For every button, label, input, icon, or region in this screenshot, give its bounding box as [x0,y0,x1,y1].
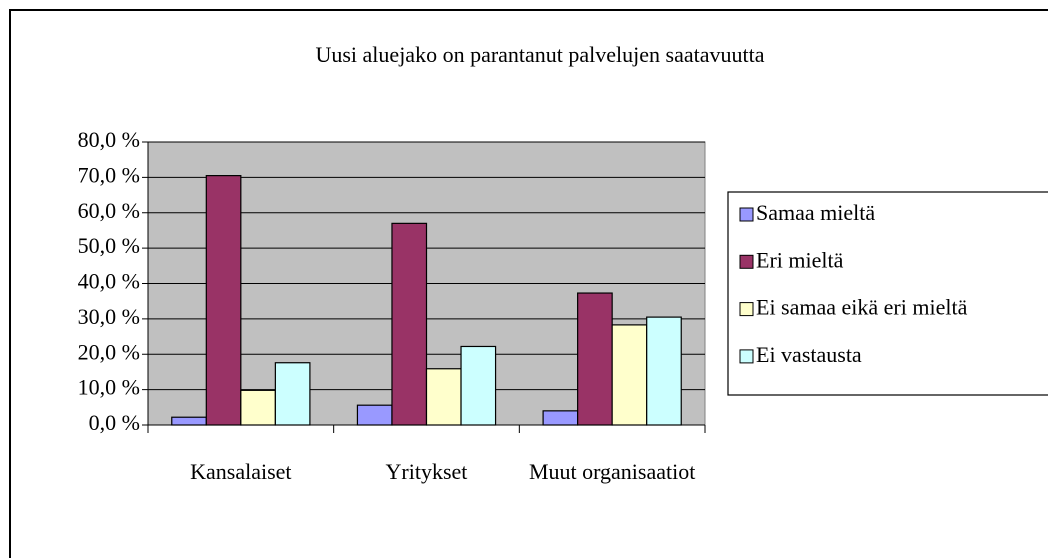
x-tick-label: Yritykset [385,459,468,484]
legend-swatch [739,302,754,317]
y-tick-label: 20,0 % [78,339,140,364]
bar [425,368,462,426]
legend-swatch [739,207,754,222]
y-tick-label: 30,0 % [78,304,140,329]
bar [274,362,311,426]
y-tick-label: 50,0 % [78,233,140,258]
x-tick-label: Muut organisaatiot [528,459,696,484]
x-tick-label: Kansalaiset [190,459,292,484]
y-tick-label: 0,0 % [89,410,140,435]
bar [460,345,497,426]
legend-label: Ei vastausta [756,342,862,367]
y-tick-label: 70,0 % [78,162,140,187]
bar [240,389,276,426]
legend-label: Ei samaa eikä eri mieltä [756,295,968,320]
y-tick-label: 40,0 % [78,269,140,294]
y-tick-label: 60,0 % [78,198,140,223]
bar [542,410,579,426]
bar [611,324,648,426]
chart-title: Uusi aluejako on parantanut palvelujen s… [315,42,764,67]
bar [356,404,393,426]
legend-swatch [739,254,754,269]
bar [171,416,207,426]
y-tick-label: 10,0 % [78,375,140,400]
bar [577,292,613,426]
bar [646,316,682,426]
bar [205,175,242,426]
legend-label: Eri mieltä [756,247,844,272]
bar [391,222,428,426]
legend-box [727,191,1048,396]
y-tick-label: 80,0 % [78,127,140,152]
legend-label: Samaa mieltä [756,200,875,225]
legend-swatch [739,349,754,364]
